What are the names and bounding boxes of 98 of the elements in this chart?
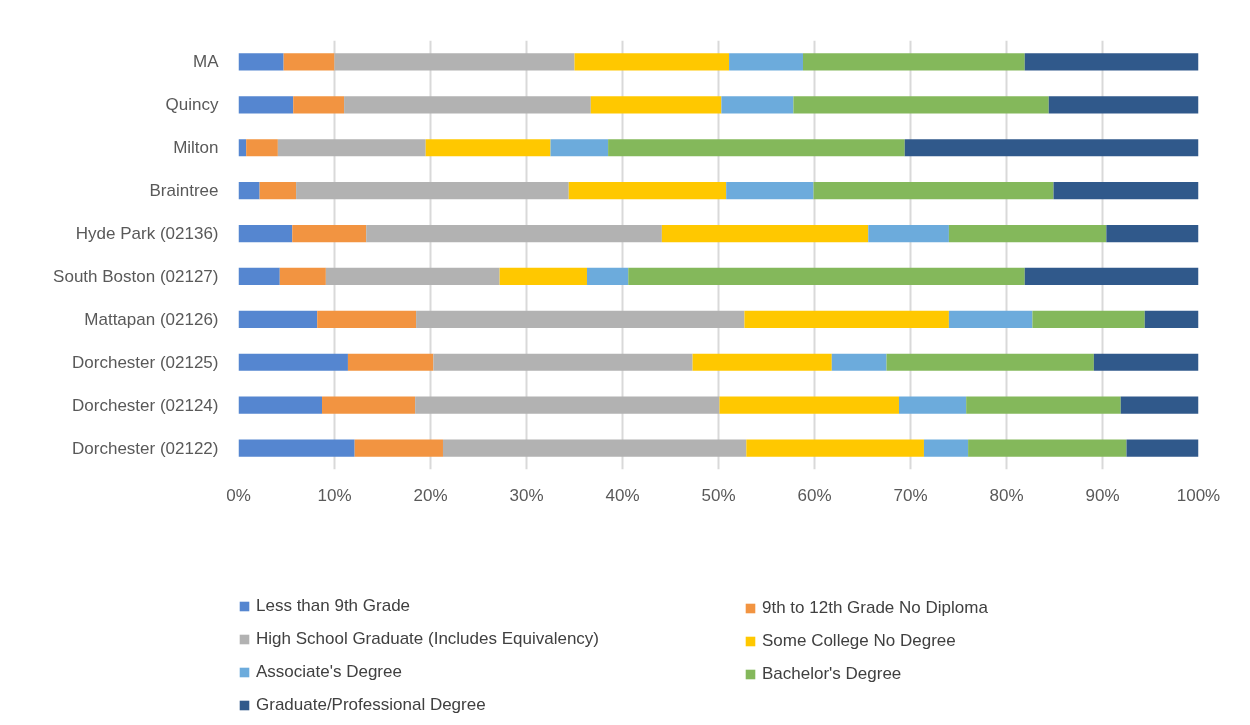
bar	[586, 267, 629, 286]
bar	[904, 139, 1199, 157]
bar	[317, 310, 417, 328]
y-tick-label: Dorchester (02125)	[72, 352, 219, 372]
bar	[259, 182, 297, 200]
bar	[802, 53, 1025, 71]
bar	[574, 53, 730, 71]
bar	[1032, 310, 1145, 328]
legend-label: Bachelor's Degree	[762, 664, 902, 684]
bar	[721, 96, 794, 114]
bar	[968, 439, 1127, 457]
bar	[238, 182, 260, 200]
bar	[347, 353, 434, 371]
bar	[1024, 53, 1199, 71]
y-tick-label: Hyde Park (02136)	[75, 224, 219, 244]
x-tick-label: 40%	[605, 485, 640, 505]
legend-label: High School Graduate (Includes Equivalency)	[256, 629, 600, 649]
bar	[416, 310, 745, 328]
bar	[813, 182, 1054, 200]
bar	[344, 96, 591, 114]
bar	[729, 53, 803, 71]
bar	[1144, 310, 1199, 328]
x-tick-label: 80%	[989, 485, 1024, 505]
x-tick-label: 70%	[893, 485, 928, 505]
bar	[238, 439, 355, 457]
bar	[354, 439, 443, 457]
legend-label: Graduate/Professional Degree	[256, 695, 486, 715]
bar	[366, 224, 662, 243]
y-tick-label: Mattapan (02126)	[84, 309, 219, 329]
x-tick-label: 10%	[317, 485, 352, 505]
x-tick-label: 90%	[1085, 485, 1120, 505]
bar	[238, 224, 293, 243]
bar	[923, 439, 969, 457]
bar	[246, 139, 278, 157]
bar	[948, 224, 1107, 243]
bar	[886, 353, 1094, 371]
bar	[590, 96, 722, 114]
bar	[238, 139, 247, 157]
bar	[898, 396, 967, 414]
bar	[238, 267, 280, 286]
bar	[277, 139, 426, 157]
x-tick-label: 20%	[413, 485, 448, 505]
y-tick-label: Dorchester (02122)	[72, 438, 219, 458]
bar	[868, 224, 949, 243]
bar	[1126, 439, 1199, 457]
bar	[1024, 267, 1199, 286]
bar	[793, 96, 1049, 114]
bar	[433, 353, 693, 371]
x-tick-label: 60%	[797, 485, 832, 505]
legend-label: Associate's Degree	[256, 662, 402, 682]
bar	[238, 96, 294, 114]
bar	[1106, 224, 1199, 243]
bar	[1053, 182, 1199, 200]
bar	[692, 353, 832, 371]
bar	[238, 353, 348, 371]
bar	[831, 353, 887, 371]
y-tick-label: Quincy	[165, 95, 219, 115]
bar	[948, 310, 1033, 328]
y-tick-label: Dorchester (02124)	[72, 395, 219, 415]
y-tick-label: MA	[193, 52, 220, 72]
bar	[279, 267, 326, 286]
y-tick-label: Braintree	[149, 181, 219, 201]
bar	[1093, 353, 1199, 371]
bar	[296, 182, 569, 200]
y-tick-label: South Boston (02127)	[53, 266, 219, 286]
bar	[238, 396, 323, 414]
legend-label: Less than 9th Grade	[256, 596, 411, 616]
x-tick-label: 100%	[1176, 485, 1221, 505]
bar	[744, 310, 949, 328]
bar	[726, 182, 814, 200]
bar	[499, 267, 587, 286]
x-tick-label: 30%	[509, 485, 544, 505]
bar	[1048, 96, 1199, 114]
bar	[334, 53, 575, 71]
bar	[325, 267, 500, 286]
bar	[746, 439, 924, 457]
x-tick-label: 50%	[701, 485, 736, 505]
bar	[442, 439, 747, 457]
bar	[1120, 396, 1199, 414]
bar	[283, 53, 335, 71]
bar	[238, 310, 318, 328]
x-tick-label: 0%	[226, 485, 251, 505]
legend-label: Some College No Degree	[762, 631, 956, 651]
y-tick-label: Milton	[173, 138, 219, 158]
bar	[719, 396, 899, 414]
bar	[568, 182, 727, 200]
bar	[608, 139, 905, 157]
bar	[425, 139, 551, 157]
bar	[292, 224, 367, 243]
bar	[415, 396, 720, 414]
bar	[966, 396, 1121, 414]
bar	[661, 224, 869, 243]
bar	[628, 267, 1025, 286]
bar	[322, 396, 416, 414]
legend-label: 9th to 12th Grade No Diploma	[762, 598, 988, 618]
bar	[293, 96, 345, 114]
bar	[550, 139, 609, 157]
bar	[238, 53, 284, 71]
